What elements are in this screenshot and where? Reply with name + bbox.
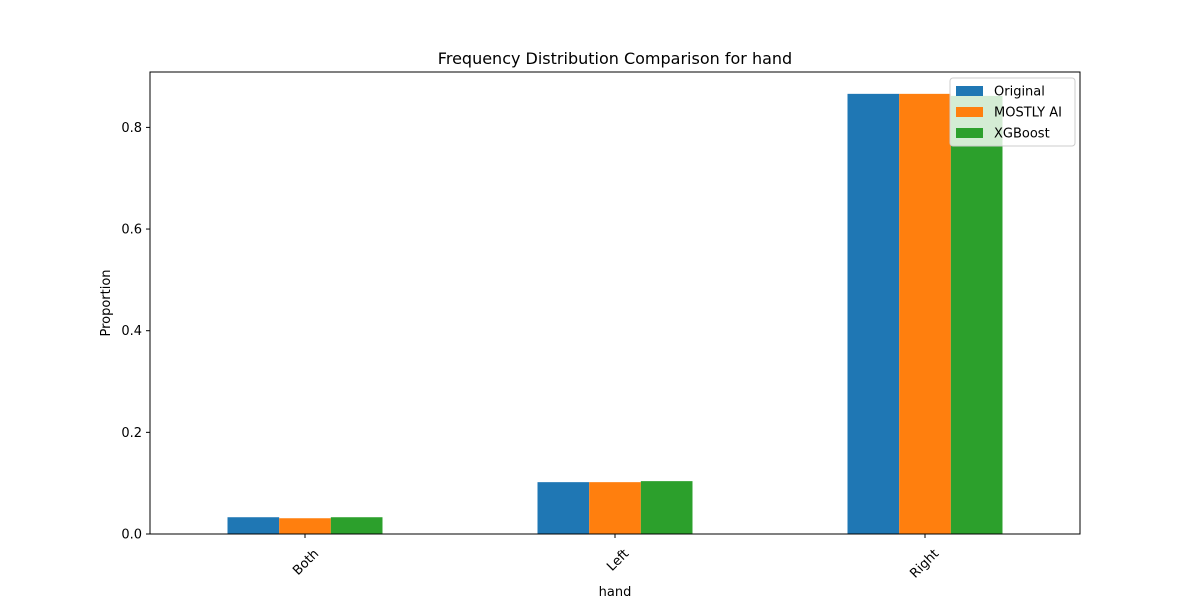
legend-label-xgboost: XGBoost: [994, 127, 1050, 142]
y-tick-label: 0.6: [121, 223, 142, 238]
plot-area: [227, 93, 1003, 534]
bar-original-both: [227, 517, 280, 534]
legend-swatch-original: [956, 86, 983, 96]
chart-title: Frequency Distribution Comparison for ha…: [438, 49, 792, 68]
bar-mostly-ai-both: [279, 518, 331, 534]
y-axis-title: Proportion: [99, 269, 114, 336]
legend-swatch-mostly-ai: [956, 107, 983, 117]
x-tick-label-right: Right: [907, 547, 942, 582]
bar-xgboost-right: [950, 95, 1003, 534]
y-tick-label: 0.4: [121, 324, 142, 339]
legend: Original MOSTLY AI XGBoost: [949, 77, 1076, 147]
x-tick-label-left: Left: [604, 547, 632, 575]
bar-xgboost-both: [330, 517, 383, 534]
legend-swatch-xgboost: [956, 128, 983, 138]
x-tick-label-both: Both: [290, 547, 322, 579]
legend-label-mostly-ai: MOSTLY AI: [994, 106, 1062, 121]
y-tick-label: 0.8: [121, 121, 142, 136]
legend-label-original: Original: [994, 85, 1045, 100]
y-tick-label: 0.2: [121, 426, 142, 441]
x-axis-title: hand: [599, 585, 632, 600]
y-tick-label: 0.0: [121, 528, 142, 543]
bar-mostly-ai-right: [899, 93, 951, 534]
bar-original-right: [847, 93, 900, 534]
bar-original-left: [537, 482, 590, 534]
bar-xgboost-left: [640, 481, 693, 534]
bar-mostly-ai-left: [589, 482, 641, 534]
